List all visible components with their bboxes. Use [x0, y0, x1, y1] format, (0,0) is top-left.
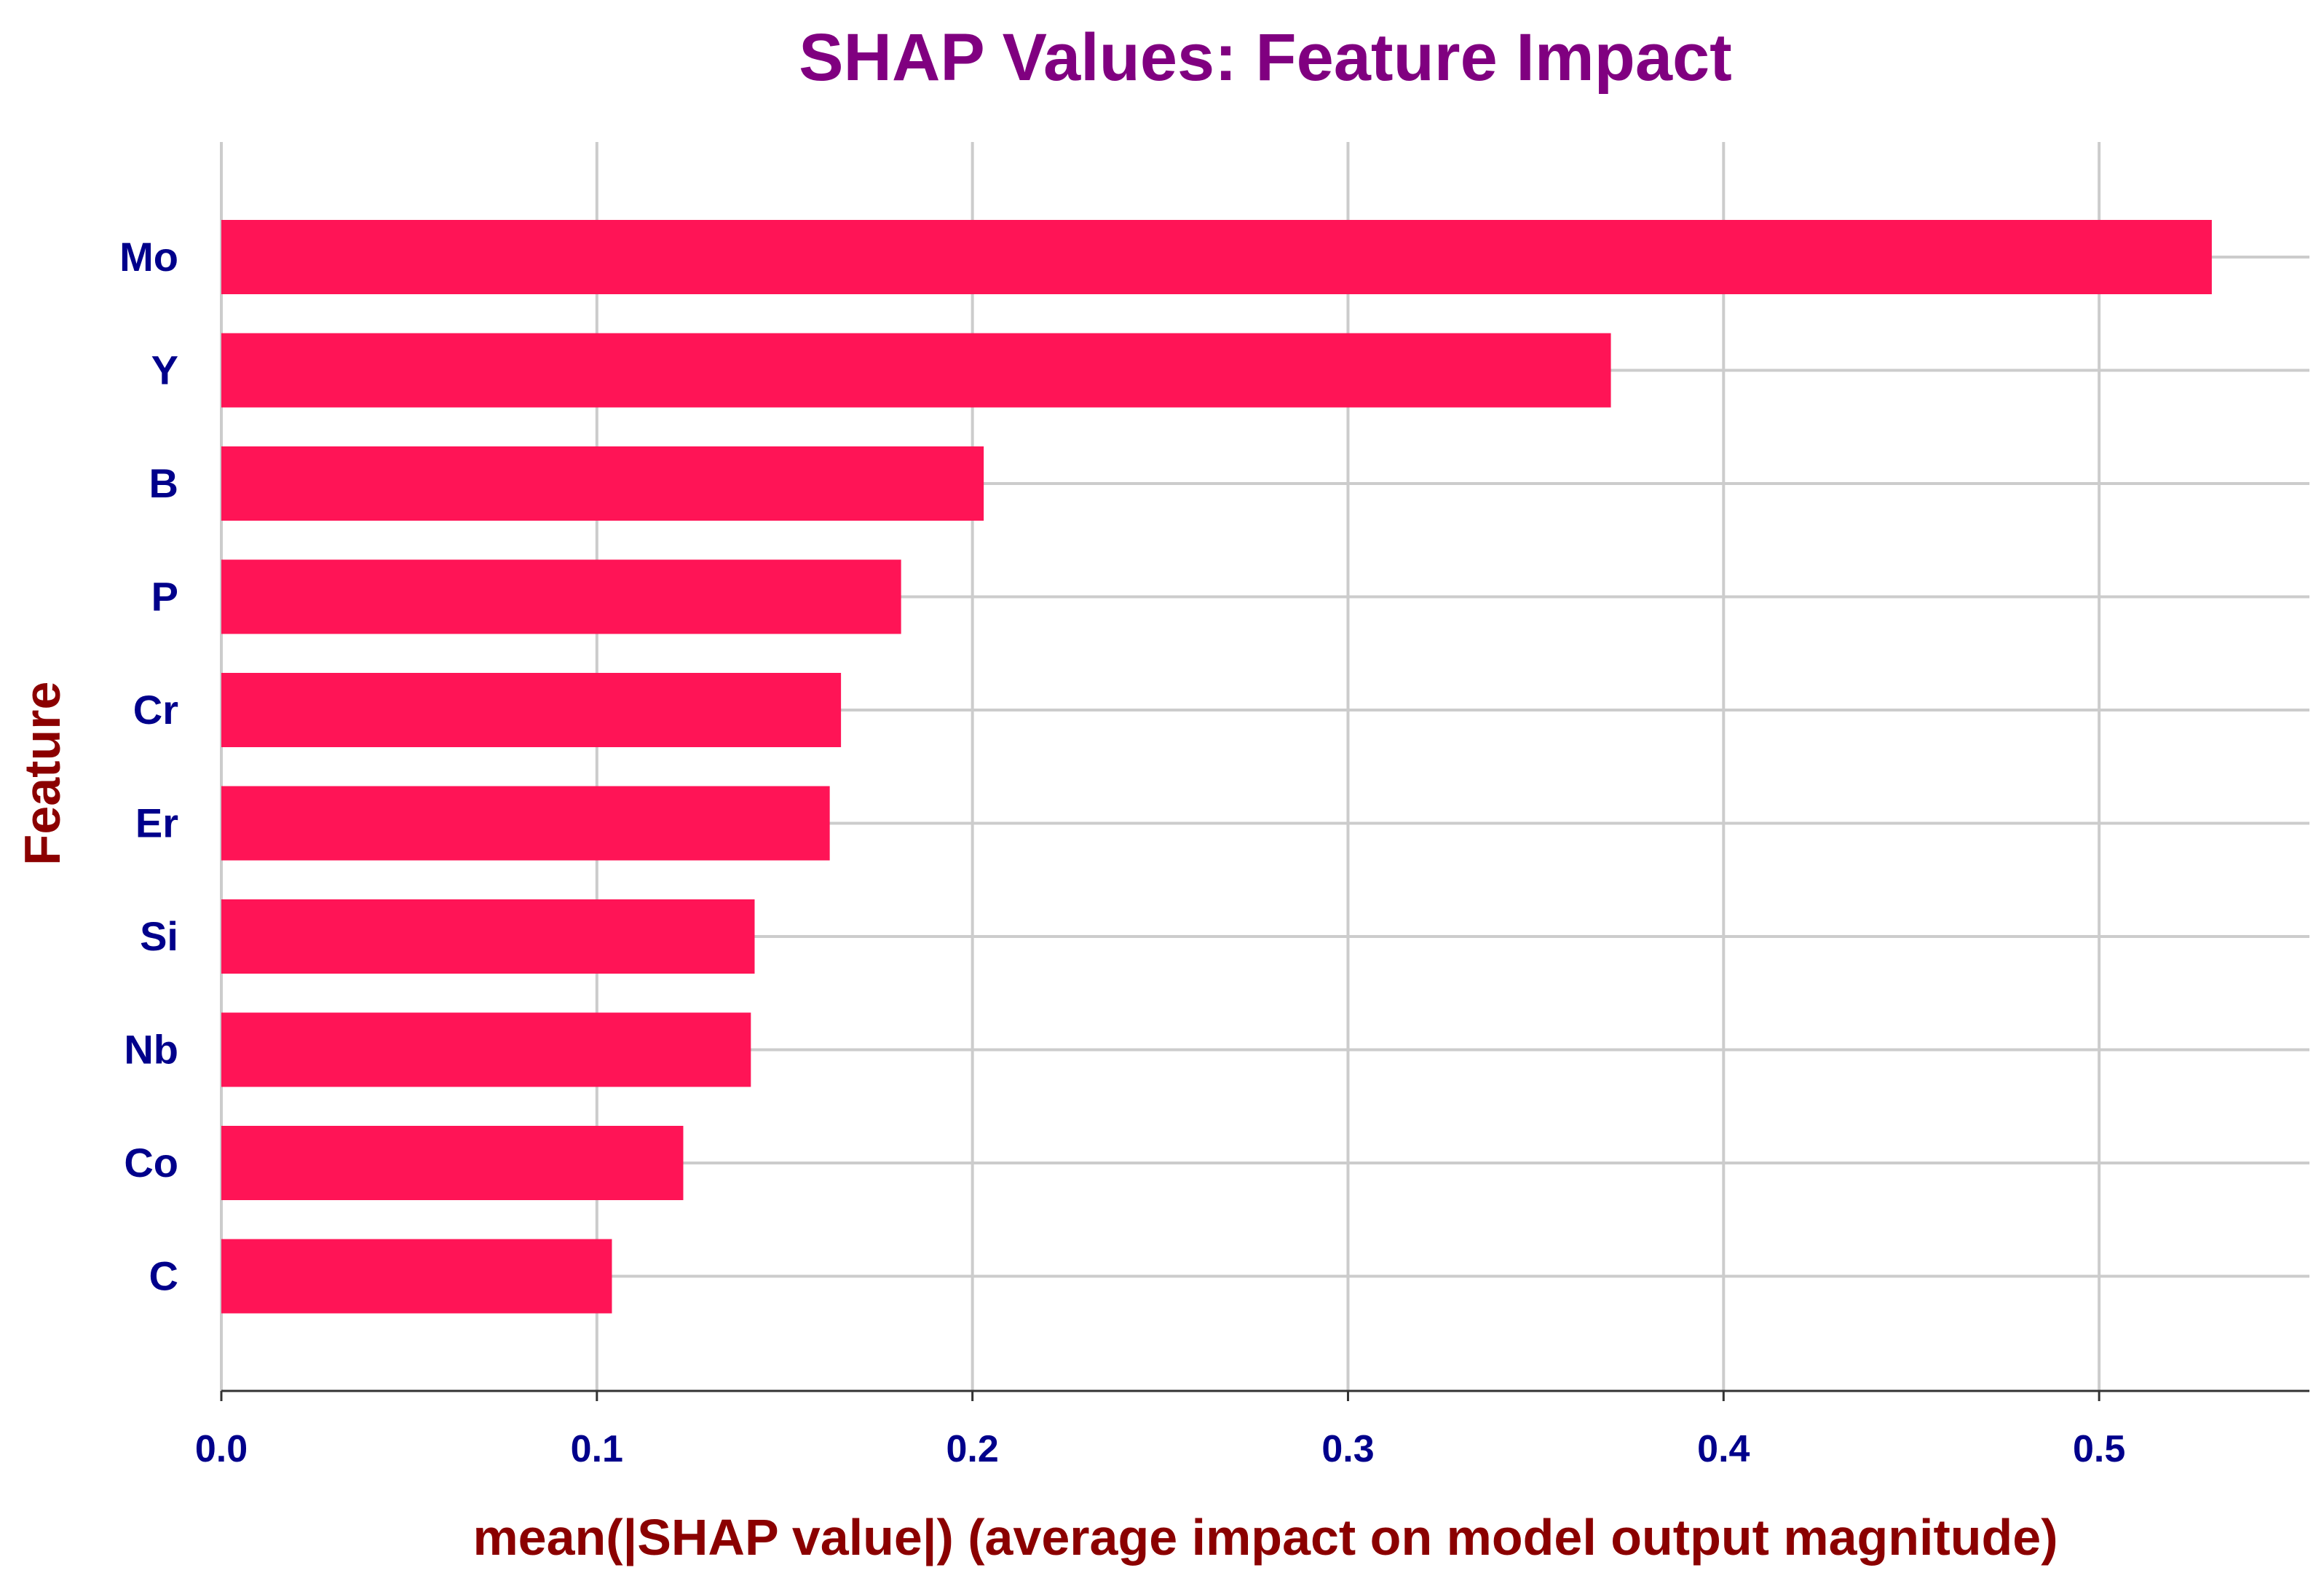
x-tick-label: 0.1 [571, 1428, 623, 1470]
category-label-y: Y [151, 347, 178, 393]
bar-layer [221, 220, 2212, 1314]
category-label-c: C [149, 1253, 178, 1299]
bar-p [221, 559, 901, 634]
bar-c [221, 1239, 612, 1314]
category-label-b: B [149, 460, 178, 506]
bar-mo [221, 220, 2212, 294]
bar-b [221, 446, 984, 521]
category-label-co: Co [124, 1140, 178, 1186]
x-tick-label: 0.2 [946, 1428, 999, 1470]
label-layer: 0.0 0.1 0.2 0.3 0.4 0.5 Mo Y B P Cr Er Si Nb Co C [119, 234, 2125, 1470]
category-label-si: Si [140, 913, 178, 959]
x-tick-label: 0.0 [195, 1428, 248, 1470]
x-tick-label: 0.3 [1321, 1428, 1374, 1470]
category-label-nb: Nb [124, 1027, 178, 1073]
axis-layer [220, 1389, 2309, 1401]
x-tick-label: 0.5 [2073, 1428, 2125, 1470]
bar-er [221, 786, 830, 861]
bar-si [221, 899, 755, 974]
x-axis-title: mean(|SHAP value|) (average impact on mo… [473, 1509, 2058, 1566]
chart-title: SHAP Values: Feature Impact [799, 20, 1732, 95]
x-tick-label: 0.4 [1697, 1428, 1750, 1470]
bar-nb [221, 1012, 751, 1087]
category-label-er: Er [135, 800, 178, 846]
bar-cr [221, 673, 842, 747]
category-label-p: P [151, 574, 178, 620]
bar-y [221, 333, 1611, 408]
y-axis-title: Feature [14, 682, 71, 866]
bar-co [221, 1126, 684, 1200]
category-label-mo: Mo [119, 234, 178, 280]
category-label-cr: Cr [133, 687, 178, 733]
